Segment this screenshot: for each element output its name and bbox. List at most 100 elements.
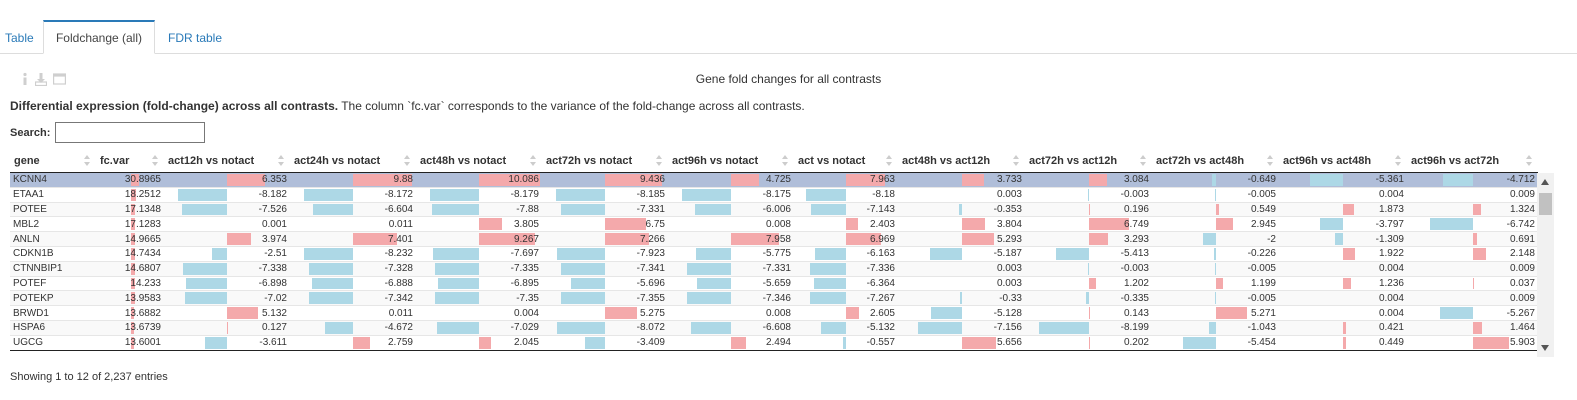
tab-fdr-table[interactable]: FDR table — [168, 31, 223, 45]
value-bar — [1472, 203, 1481, 216]
table-row[interactable]: ANLN 14.9665 3.974 7.401 9.267 7.266 7.958 6.96… — [10, 231, 1538, 247]
foldchange-cell: -3.797 — [1279, 216, 1407, 232]
fcvar-cell: 13.9583 — [96, 290, 164, 306]
cell-value: 1.464 — [1509, 322, 1535, 334]
column-header[interactable]: act12h vs notact — [164, 150, 290, 173]
value-bar — [1472, 247, 1486, 260]
download-icon[interactable] — [34, 72, 48, 87]
foldchange-cell: 6.969 — [794, 231, 898, 247]
sort-icon[interactable] — [84, 155, 90, 167]
cell-value: 14.7434 — [124, 248, 161, 260]
foldchange-cell: 0.449 — [1279, 334, 1407, 351]
column-header[interactable]: act72h vs act12h — [1025, 150, 1152, 173]
table-row[interactable]: MBL2 17.1283 0.001 0.011 3.805 6.75 0.008 2.403… — [10, 216, 1538, 232]
foldchange-cell: 7.963 — [794, 172, 898, 188]
cell-value: -0.557 — [866, 337, 895, 349]
tab-table[interactable]: Table — [5, 31, 34, 45]
column-header[interactable]: act72h vs act48h — [1152, 150, 1279, 173]
cell-value: 0.202 — [1123, 337, 1149, 349]
column-header-label: act24h vs notact — [294, 155, 381, 167]
table-row[interactable]: CDKN1B 14.7434 -2.51 -8.232 -7.697 -7.923 -5.7… — [10, 245, 1538, 262]
sort-icon[interactable] — [1395, 155, 1401, 167]
sort-icon[interactable] — [886, 155, 892, 167]
table-scrollbar[interactable] — [1537, 173, 1554, 357]
cell-value: -2.51 — [264, 248, 287, 260]
foldchange-cell: 0.003 — [898, 186, 1025, 203]
sort-icon[interactable] — [1267, 155, 1273, 167]
cell-value: -5.696 — [636, 277, 665, 289]
sort-icon[interactable] — [1140, 155, 1146, 167]
search-input[interactable] — [55, 122, 205, 143]
value-bar — [846, 307, 859, 319]
table-row[interactable]: ETAA1 18.2512 -8.182 -8.172 -8.179 -8.185 -8.1… — [10, 186, 1538, 203]
foldchange-cell: -4.712 — [1407, 172, 1538, 188]
foldchange-cell: -4.672 — [290, 319, 416, 336]
sort-icon[interactable] — [278, 155, 284, 167]
cell-value: -6.364 — [866, 277, 895, 289]
value-bar — [353, 336, 370, 349]
table-row[interactable]: POTEF 14.233 -6.898 -6.888 -6.895 -5.696 -5.65… — [10, 275, 1538, 291]
column-header[interactable]: fc.var — [96, 150, 164, 173]
column-header[interactable]: act96h vs act72h — [1407, 150, 1538, 173]
cell-value: -4.672 — [384, 322, 413, 334]
table-row[interactable]: CTNNBIP1 14.6807 -7.338 -7.328 -7.335 -7.341 -… — [10, 260, 1538, 277]
table-row[interactable]: UGCG 13.6001 -3.611 2.759 2.045 -3.409 2.494 -0… — [10, 334, 1538, 351]
foldchange-cell: -5.361 — [1279, 172, 1407, 188]
table-row[interactable]: BRWD1 13.6882 5.132 0.011 0.004 5.275 0.008 2.6… — [10, 305, 1538, 321]
value-bar — [560, 262, 605, 275]
sort-icon[interactable] — [1013, 155, 1019, 167]
column-header[interactable]: act96h vs act48h — [1279, 150, 1407, 173]
value-bar — [605, 218, 646, 231]
foldchange-cell: -8.199 — [1025, 319, 1152, 336]
table-row[interactable]: POTEE 17.1348 -7.526 -6.604 -7.88 -7.331 -6.00… — [10, 201, 1538, 217]
cell-value: -5.187 — [993, 248, 1022, 260]
table-row[interactable]: KCNN4 30.8965 6.353 9.88 10.086 9.436 4.725 7.9… — [10, 172, 1538, 188]
scroll-thumb[interactable] — [1539, 193, 1552, 215]
value-bar — [303, 247, 353, 260]
column-header[interactable]: act vs notact — [794, 150, 898, 173]
cell-value: 13.6882 — [124, 307, 161, 319]
foldchange-table-container: gene fc.var act12h vs notact act24h vs nota… — [10, 150, 1554, 351]
column-header[interactable]: act72h vs notact — [542, 150, 668, 173]
cell-value: 0.009 — [1509, 292, 1535, 304]
sort-icon[interactable] — [152, 155, 158, 167]
value-bar — [435, 262, 479, 275]
foldchange-cell: -6.364 — [794, 275, 898, 291]
foldchange-cell: -7.328 — [290, 260, 416, 277]
value-bar — [930, 307, 962, 319]
scroll-down-arrow-icon[interactable] — [1541, 345, 1549, 351]
column-header[interactable]: gene — [10, 150, 96, 173]
cell-value: 13.9583 — [124, 292, 161, 304]
foldchange-table: gene fc.var act12h vs notact act24h vs nota… — [10, 150, 1538, 351]
value-bar — [1343, 336, 1346, 349]
gene-cell: UGCG — [10, 334, 96, 351]
column-header[interactable]: act48h vs act12h — [898, 150, 1025, 173]
cell-value: -5.128 — [993, 307, 1022, 319]
foldchange-cell: 0.421 — [1279, 319, 1407, 336]
tab-foldchange-all[interactable]: Foldchange (all) — [43, 20, 155, 54]
sort-icon[interactable] — [404, 155, 410, 167]
scroll-up-arrow-icon[interactable] — [1541, 179, 1549, 185]
table-row[interactable]: HSPA6 13.6739 0.127 -4.672 -7.029 -8.072 -6.60… — [10, 319, 1538, 336]
sort-icon[interactable] — [656, 155, 662, 167]
foldchange-cell: 0.691 — [1407, 231, 1538, 247]
column-header[interactable]: act96h vs notact — [668, 150, 794, 173]
sort-icon[interactable] — [782, 155, 788, 167]
value-bar — [810, 292, 846, 305]
column-header[interactable]: act48h vs notact — [416, 150, 542, 173]
foldchange-cell: -6.742 — [1407, 216, 1538, 232]
value-bar — [130, 307, 135, 319]
column-header[interactable]: act24h vs notact — [290, 150, 416, 173]
sort-icon[interactable] — [1526, 155, 1532, 167]
info-icon[interactable] — [20, 72, 30, 86]
cell-value: 3.974 — [261, 233, 287, 245]
cell-value: 7.963 — [869, 174, 895, 186]
cell-value: 1.873 — [1378, 203, 1404, 215]
foldchange-cell: -0.005 — [1152, 260, 1279, 277]
foldchange-cell: -0.557 — [794, 334, 898, 351]
sort-icon[interactable] — [530, 155, 536, 167]
cell-value: 7.401 — [387, 233, 413, 245]
table-row[interactable]: POTEKP 13.9583 -7.02 -7.342 -7.35 -7.355 -7.34… — [10, 290, 1538, 306]
window-icon[interactable] — [53, 72, 67, 86]
fcvar-cell: 14.6807 — [96, 260, 164, 277]
